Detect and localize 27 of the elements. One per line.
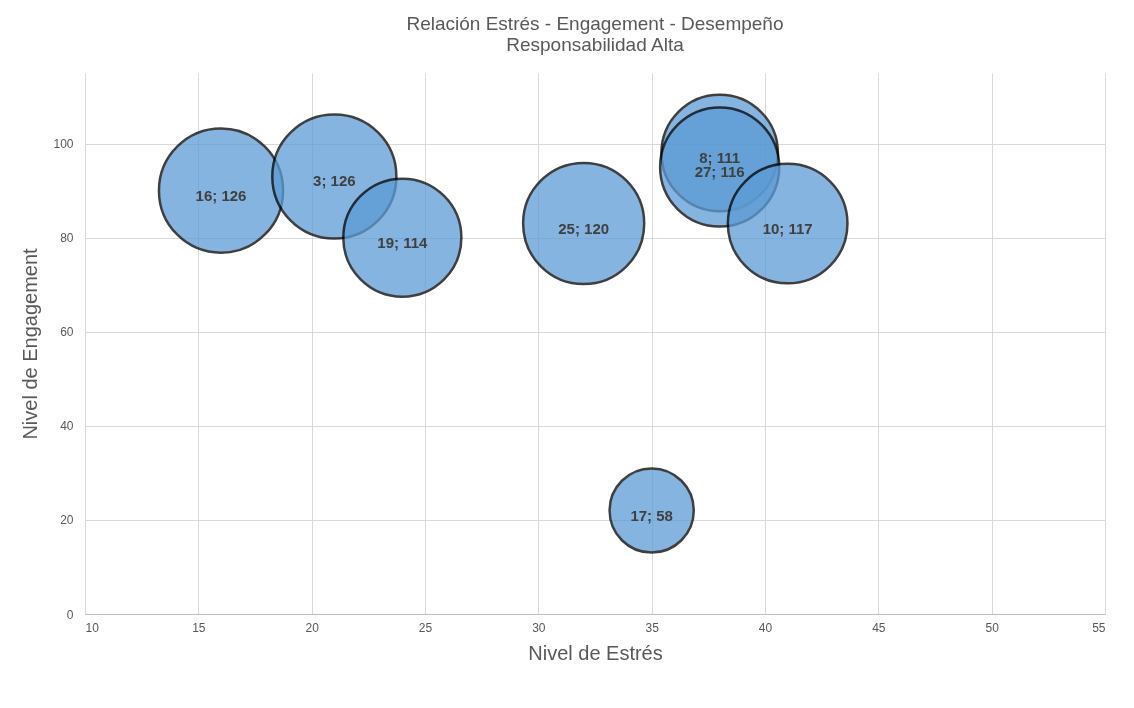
y-axis-title: Nivel de Engagement [19, 247, 42, 440]
data-label: 16; 126 [195, 186, 247, 204]
data-label: 19; 114 [377, 233, 429, 251]
x-tick-label: 40 [758, 620, 773, 635]
x-axis-title: Nivel de Estrés [528, 641, 663, 664]
x-tick-label: 15 [192, 620, 206, 635]
x-tick-label: 35 [645, 620, 660, 635]
x-tick-label: 45 [872, 620, 886, 635]
x-tick-label: 50 [985, 620, 1000, 635]
y-tick-label: 80 [60, 231, 74, 246]
y-tick-label: 0 [66, 607, 74, 622]
x-tick-label: 30 [532, 620, 546, 635]
data-label: 3; 126 [313, 172, 356, 190]
data-label: 25; 120 [558, 219, 610, 237]
chart-subtitle: Responsabilidad Alta [506, 34, 685, 55]
data-label: 17; 58 [630, 506, 673, 524]
y-tick-label: 60 [60, 325, 74, 340]
y-tick-label: 40 [60, 419, 74, 434]
data-label: 8; 111 [699, 148, 741, 166]
chart-title: Relación Estrés - Engagement - Desempeño [406, 13, 784, 34]
x-tick-label: 55 [1092, 620, 1106, 635]
y-tick-label: 20 [60, 513, 74, 528]
y-tick-label: 100 [53, 137, 74, 152]
x-tick-label: 10 [85, 620, 100, 635]
x-tick-label: 25 [418, 620, 433, 635]
x-tick-label: 20 [305, 620, 320, 635]
data-label: 10; 117 [762, 219, 813, 237]
